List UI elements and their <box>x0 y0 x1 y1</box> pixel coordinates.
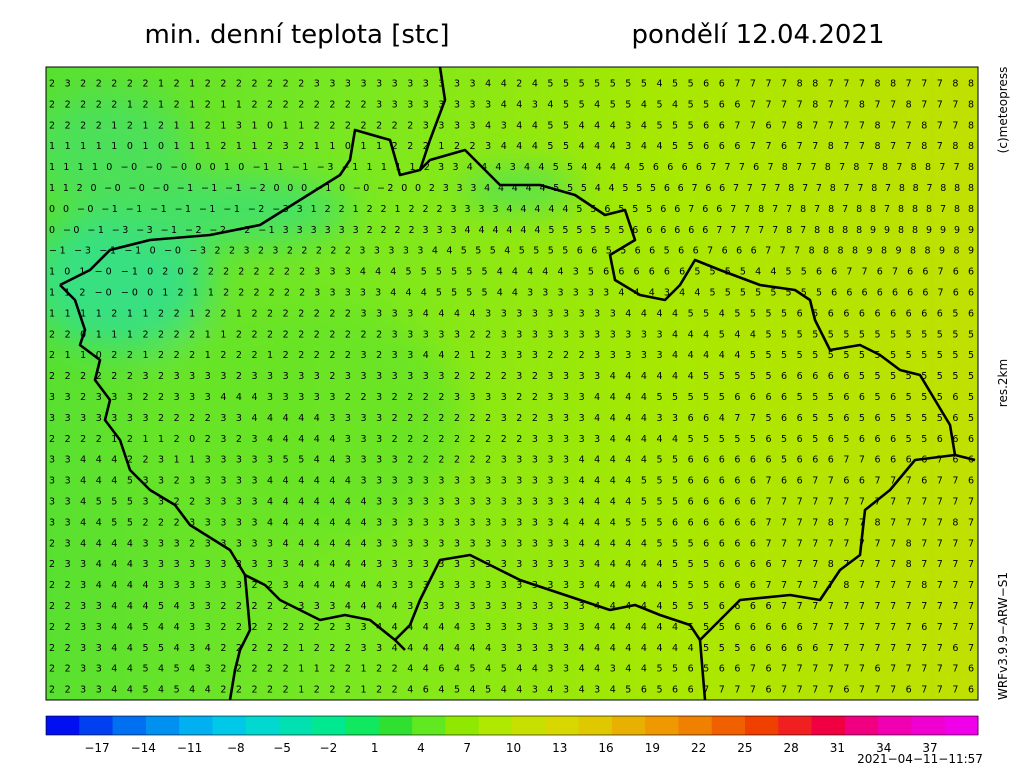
map-date: pondělí 12.04.2021 <box>632 20 885 50</box>
colorbar-label: 31 <box>830 741 845 755</box>
colorbar-label: −14 <box>131 741 156 755</box>
colorbar-swatch <box>878 716 912 735</box>
colorbar-swatch <box>944 716 979 735</box>
model-label: WRFv3.9.9−ARW−S1 <box>996 572 1010 700</box>
colorbar-label: 19 <box>645 741 660 755</box>
grid-row: 2 2 3 3 4 4 5 4 5 4 4 2 2 2 2 2 1 2 2 2 … <box>49 685 974 696</box>
grid-row: 2 2 3 3 4 4 5 4 5 4 3 2 2 2 2 2 1 1 2 2 … <box>49 664 974 675</box>
grid-row: 2 2 3 4 4 4 4 3 3 3 3 3 3 2 2 3 4 4 4 4 … <box>49 580 974 591</box>
colorbar-label: −8 <box>227 741 245 755</box>
colorbar-swatch <box>844 716 879 735</box>
colorbar-swatch <box>611 716 646 735</box>
map-frame <box>45 66 979 701</box>
colorbar-swatch <box>711 716 746 735</box>
colorbar-swatch <box>245 716 280 735</box>
colorbar-label: 7 <box>463 741 471 755</box>
grid-row: 2 2 2 2 1 2 1 2 1 1 2 1 3 1 0 1 1 2 2 2 … <box>49 120 974 131</box>
colorbar-label: 16 <box>598 741 613 755</box>
colorbar-swatch <box>312 716 347 735</box>
grid-row: 2 3 4 4 4 4 3 3 3 2 3 3 3 3 3 4 4 4 4 4 … <box>49 538 974 549</box>
colorbar-swatch <box>46 716 80 735</box>
grid-row: 3 3 4 5 5 5 3 3 2 2 3 3 3 3 4 4 4 4 4 4 … <box>49 496 974 507</box>
resolution-label: res.2km <box>996 359 1010 407</box>
colorbar-swatch <box>212 716 247 735</box>
colorbar-label: 37 <box>922 741 937 755</box>
cold-area <box>46 90 580 540</box>
colorbar-swatch <box>512 716 546 735</box>
colorbar-swatch <box>778 716 813 735</box>
colorbar-swatch <box>911 716 946 735</box>
grid-row: 3 3 4 4 4 5 3 3 2 3 3 3 3 3 4 4 4 4 4 4 … <box>49 476 974 487</box>
colorbar-swatch <box>279 716 313 735</box>
colorbar-label: 28 <box>784 741 799 755</box>
colorbar-swatch <box>578 716 613 735</box>
colorbar-label: −5 <box>273 741 291 755</box>
grid-row: 1 1 1 1 1 0 1 0 1 1 1 2 1 1 2 3 2 1 1 0 … <box>49 141 974 152</box>
map-title: min. denní teplota [stc] <box>144 20 449 50</box>
grid-row: 3 3 4 4 4 2 2 3 1 1 3 3 3 3 3 5 5 4 4 3 … <box>49 455 974 466</box>
grid-row: 2 3 2 2 2 2 2 1 2 1 2 2 2 2 2 2 2 3 3 3 … <box>49 78 974 89</box>
colorbar-swatch <box>179 716 213 735</box>
colorbar-label: 34 <box>876 741 891 755</box>
grid-row: 2 2 3 3 4 4 4 5 4 3 3 2 2 2 2 2 3 3 3 4 … <box>49 601 974 612</box>
colorbar-label: 1 <box>371 741 379 755</box>
colorbar-swatch <box>745 716 779 735</box>
grid-row: 3 3 3 3 3 3 3 2 2 2 2 3 3 4 4 4 4 4 3 3 … <box>49 413 974 424</box>
grid-row: 2 3 3 4 4 4 3 3 3 3 3 3 3 3 3 3 4 4 4 4 … <box>49 559 974 570</box>
grid-row: 0 −0 −1 −3 −3 −1 −2 −2 −2 −1 3 3 3 3 3 3… <box>49 225 974 236</box>
temperature-grid: 2 3 2 2 2 2 2 1 2 1 2 2 2 2 2 2 2 3 3 3 … <box>49 78 974 695</box>
grid-row: 1 1 2 0 −0 −0 −0 −1 −1 −1 −2 0 0 0 −1 0 … <box>49 183 974 194</box>
grid-row: 2 1 1 0 2 2 1 2 2 2 1 2 2 2 1 2 2 2 2 2 … <box>49 350 974 361</box>
colorbar-swatch <box>378 716 413 735</box>
colorbar-swatch <box>79 716 114 735</box>
colorbar-swatch <box>545 716 580 735</box>
colorbar: −17 −14 −11 −8 −5 −2 1 4 7 10 13 16 19 22 25 28 31 34 37 <box>45 715 979 755</box>
grid-row: 1 1 1 1 2 1 1 2 2 1 2 2 1 2 2 2 2 2 2 2 … <box>49 308 974 319</box>
map-area: 2 3 2 2 2 2 2 1 2 1 2 2 2 2 2 2 2 3 3 3 … <box>46 67 978 700</box>
colorbar-swatch <box>145 716 180 735</box>
colorbar-swatch <box>811 716 846 735</box>
timestamp: 2021−04−11−11:57 <box>857 752 983 766</box>
colorbar-swatch <box>478 716 513 735</box>
grid-row: 3 3 2 3 3 3 2 2 3 3 3 4 4 4 3 3 3 3 3 2 … <box>49 392 974 403</box>
grid-row: 3 3 4 4 5 5 2 2 2 3 3 3 3 3 4 4 4 4 4 4 … <box>49 517 974 528</box>
grid-row: 1 1 2 −0 −0 0 1 2 1 1 2 2 2 2 2 2 3 3 3 … <box>49 287 974 298</box>
grid-row: 1 0 1 −0 −1 0 2 0 2 2 2 2 2 2 2 2 3 3 3 … <box>49 267 974 278</box>
colorbar-label: 22 <box>691 741 706 755</box>
grid-row: 2 2 0 1 1 1 2 2 2 2 1 1 2 2 2 2 2 2 2 2 … <box>49 329 974 340</box>
grid-row: 2 2 2 2 2 2 3 2 3 3 3 3 2 3 3 3 3 3 2 3 … <box>49 371 974 382</box>
colorbar-label: −17 <box>84 741 109 755</box>
colorbar-label: 25 <box>737 741 752 755</box>
colorbar-swatch <box>445 716 480 735</box>
colorbar-swatch <box>678 716 713 735</box>
grid-row: 0 0 −0 −1 −1 −1 −1 −1 −1 −2 −3 3 1 2 2 1… <box>49 204 974 215</box>
colorbar-swatch <box>112 716 147 735</box>
grid-row: 2 2 2 2 1 2 1 1 2 0 2 3 2 3 4 4 4 4 4 3 … <box>49 434 974 445</box>
colorbar-swatch <box>412 716 446 735</box>
grid-row: 2 2 3 3 4 4 5 4 4 3 3 2 2 2 2 2 2 2 2 3 … <box>49 622 974 633</box>
colorbar-swatch <box>345 716 380 735</box>
colorbar-frame <box>45 715 979 736</box>
colorbar-label: 10 <box>506 741 521 755</box>
colorbar-label: 4 <box>417 741 425 755</box>
grid-row: 2 2 3 3 4 4 5 5 4 3 4 2 2 2 2 2 1 2 2 2 … <box>49 643 974 654</box>
grid-row: 2 2 2 2 2 1 2 1 2 1 2 1 1 2 2 2 2 2 2 2 … <box>49 99 974 110</box>
colorbar-swatch <box>645 716 679 735</box>
colorbar-label: −2 <box>320 741 338 755</box>
colorbar-label: −11 <box>177 741 202 755</box>
colorbar-label: 13 <box>552 741 567 755</box>
grid-row: 1 1 1 1 0 −0 −0 −0 0 0 1 0 −1 1 −1 −3 −1… <box>49 162 974 173</box>
copyright-label: (c)meteopress <box>996 67 1010 154</box>
border <box>59 67 976 700</box>
